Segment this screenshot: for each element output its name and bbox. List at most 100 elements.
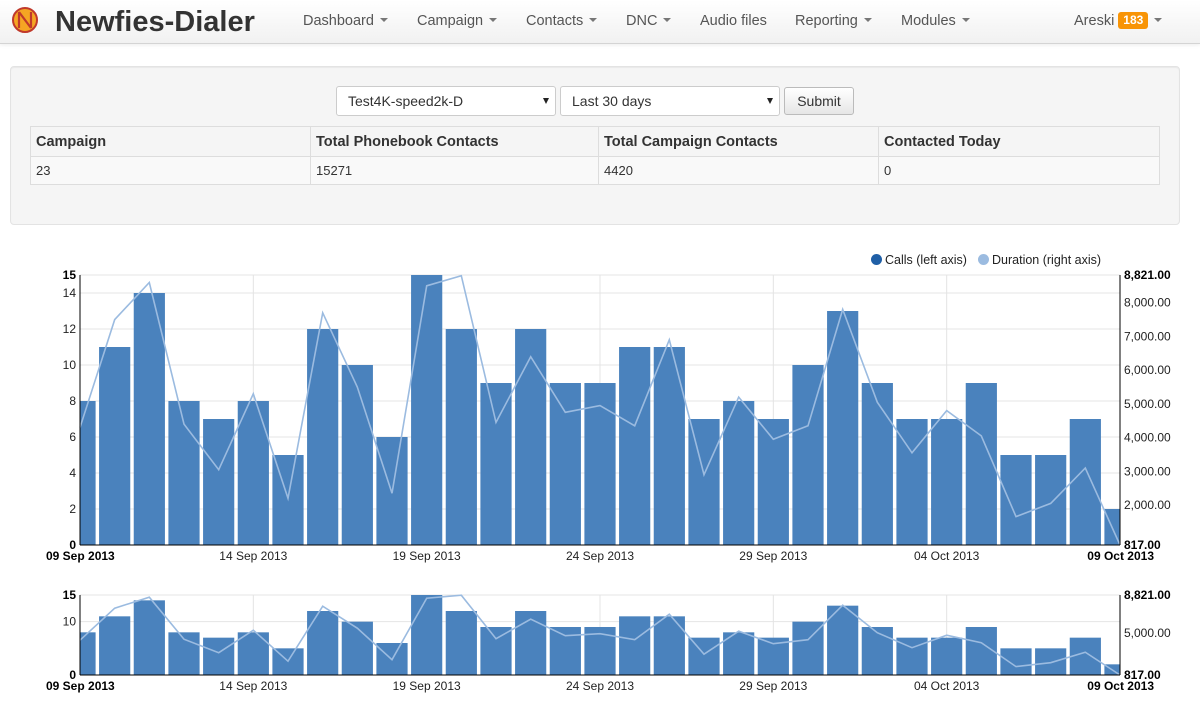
main-chart-bar[interactable] (203, 419, 235, 545)
main-chart-left-tick-label: 6 (69, 430, 76, 444)
caret-down-icon (489, 18, 498, 23)
main-chart-left-tick-label: 0 (69, 538, 76, 552)
nav-dnc[interactable]: DNC (626, 0, 672, 44)
overview-chart-x-tick-label: 09 Oct 2013 (1087, 679, 1154, 693)
header-total-phonebook-contacts: Total Phonebook Contacts (310, 126, 599, 157)
main-chart-bar[interactable] (827, 311, 859, 545)
main-chart-bar[interactable] (1035, 455, 1067, 545)
table-header-row: Campaign Total Phonebook Contacts Total … (30, 126, 1160, 157)
overview-chart-x-tick-label: 14 Sep 2013 (219, 679, 287, 693)
cell-total-phonebook-contacts: 15271 (310, 156, 599, 185)
caret-down-icon (863, 18, 872, 23)
main-chart-x-tick-label: 09 Sep 2013 (46, 549, 115, 563)
legend-duration[interactable]: Duration (right axis) (978, 252, 1101, 268)
header-contacted-today: Contacted Today (878, 126, 1160, 157)
main-chart-left-tick-label: 15 (63, 268, 77, 282)
nav-contacts[interactable]: Contacts (526, 0, 598, 44)
nav-label: Reporting (795, 13, 858, 29)
main-chart-bar[interactable] (792, 365, 824, 545)
overview-chart-right-tick-label: 8,821.00 (1124, 588, 1171, 602)
overview-chart-bar (861, 627, 893, 675)
cell-contacted-today: 0 (878, 156, 1160, 185)
main-chart-left-tick-label: 10 (63, 358, 77, 372)
nav-label: Campaign (417, 13, 484, 29)
overview-chart-x-tick-label: 19 Sep 2013 (393, 679, 461, 693)
overview-chart-bar (1035, 648, 1067, 675)
main-chart-bar[interactable] (861, 383, 893, 545)
main-chart-right-tick-label: 6,000.00 (1124, 363, 1171, 377)
main-chart-x-tick-label: 04 Oct 2013 (914, 549, 980, 563)
legend-duration-dot-icon (978, 254, 989, 266)
main-chart-bar[interactable] (515, 329, 547, 545)
overview-chart-left-tick-label: 15 (63, 588, 77, 602)
overview-chart-right-tick-label: 5,000.00 (1124, 626, 1171, 640)
main-chart-bar[interactable] (619, 347, 651, 545)
main-chart-bar[interactable] (80, 401, 96, 545)
legend-calls-dot-icon (871, 254, 882, 266)
main-chart-bar[interactable] (237, 401, 269, 545)
main-chart-x-tick-label: 14 Sep 2013 (219, 549, 287, 563)
nav-label: Contacts (526, 13, 584, 29)
select-arrow-icon (543, 98, 549, 104)
overview-chart-bar (549, 627, 581, 675)
overview-chart-bar (237, 632, 269, 675)
main-chart-duration-line (79, 274, 1121, 546)
nav-reporting[interactable]: Reporting (795, 0, 872, 44)
main-chart-bar[interactable] (1069, 419, 1101, 545)
main-chart-bar[interactable] (307, 329, 339, 545)
main-chart-bar[interactable] (480, 383, 512, 545)
main-chart-bar[interactable] (653, 347, 685, 545)
main-chart-bar[interactable] (965, 383, 997, 545)
main-chart-right-tick-label: 8,821.00 (1124, 268, 1171, 282)
nav-user-menu[interactable]: Areski 183 (1074, 0, 1163, 44)
overview-chart-bar (1000, 648, 1032, 675)
overview-chart-right-tick-label: 817.00 (1124, 668, 1161, 682)
main-chart-bar[interactable] (411, 275, 443, 545)
main-chart-left-tick-label: 12 (63, 322, 77, 336)
table-row: 23 15271 4420 0 (30, 156, 1160, 185)
overview-chart-bar (445, 611, 477, 675)
overview-chart-bar (80, 632, 96, 675)
overview-chart-left-tick-label: 10 (63, 615, 77, 629)
legend-calls[interactable]: Calls (left axis) (871, 252, 967, 268)
period-select[interactable]: Last 30 days (560, 86, 780, 116)
overview-chart-bar (1069, 637, 1101, 675)
overview-chart-left-tick-label: 0 (69, 668, 76, 682)
overview-chart-bar (307, 611, 339, 675)
main-chart-bar[interactable] (341, 365, 373, 545)
main-chart-x-tick-label: 09 Oct 2013 (1087, 549, 1154, 563)
nav-audio-files[interactable]: Audio files (700, 0, 767, 44)
caret-down-icon (663, 18, 672, 23)
main-chart-left-tick-label: 4 (69, 466, 76, 480)
nav-campaign[interactable]: Campaign (417, 0, 498, 44)
caret-down-icon (1154, 18, 1163, 23)
overview-chart-bar (688, 637, 720, 675)
caret-down-icon (961, 18, 970, 23)
main-chart-bar[interactable] (688, 419, 720, 545)
main-chart-bar[interactable] (584, 383, 616, 545)
main-chart-bar[interactable] (445, 329, 477, 545)
nav-dashboard[interactable]: Dashboard (303, 0, 388, 44)
main-chart-bar[interactable] (723, 401, 755, 545)
main-chart-bar[interactable] (133, 293, 165, 545)
app-title[interactable]: Newfies-Dialer (55, 6, 255, 38)
main-chart-bar[interactable] (757, 419, 789, 545)
main-chart-bar[interactable] (1000, 455, 1032, 545)
main-chart-bar[interactable] (549, 383, 581, 545)
main-chart-bar[interactable] (931, 419, 963, 545)
main-chart-right-tick-label: 5,000.00 (1124, 397, 1171, 411)
newfies-logo-icon[interactable] (12, 7, 38, 33)
notification-badge: 183 (1118, 11, 1149, 29)
submit-button[interactable]: Submit (784, 87, 854, 115)
overview-chart-bar (792, 621, 824, 675)
overview-chart-bar (827, 605, 859, 675)
overview-chart-x-tick-label: 24 Sep 2013 (566, 679, 634, 693)
main-chart-right-tick-label: 3,000.00 (1124, 464, 1171, 478)
main-chart-right-tick-label: 817.00 (1124, 538, 1161, 552)
campaign-select[interactable]: Test4K-speed2k-D (336, 86, 556, 116)
legend-calls-label: Calls (left axis) (885, 253, 967, 267)
nav-modules[interactable]: Modules (901, 0, 970, 44)
main-chart-bar[interactable] (99, 347, 131, 545)
overview-chart-x-tick-label: 09 Sep 2013 (46, 679, 115, 693)
